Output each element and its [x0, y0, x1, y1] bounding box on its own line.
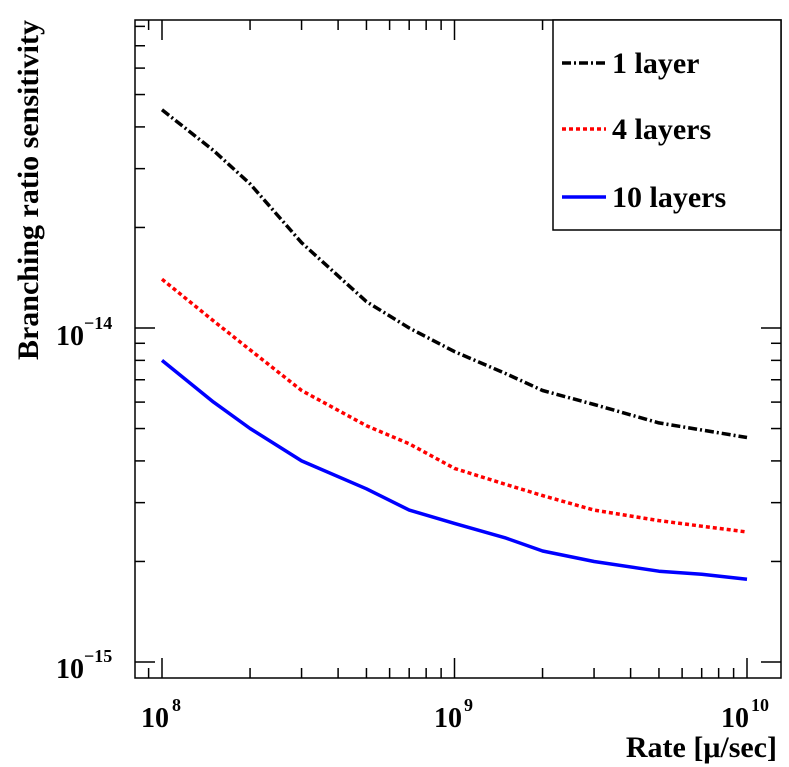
legend-box [552, 19, 782, 231]
x-tick-label-1: 10 9 [434, 695, 473, 734]
y-tick-label-0: 10 −14 [56, 313, 112, 352]
x-tick-base-2: 10 [721, 703, 749, 734]
legend-label-10-layers: 10 layers [612, 181, 726, 214]
series-layer [160, 108, 748, 581]
series-line-10-layers [160, 359, 748, 581]
series-line-4-layers [160, 277, 748, 534]
y-tick-base-0: 10 [56, 321, 84, 352]
x-tick-exp-1: 9 [464, 695, 473, 715]
series-line-1-layer [160, 108, 748, 440]
legend-label-4-layers: 4 layers [612, 113, 711, 146]
x-axis-title: Rate [μ/sec] [626, 731, 777, 764]
x-tick-base-0: 10 [141, 703, 169, 734]
legend: 1 layer 4 layers 10 layers [552, 19, 782, 231]
y-tick-base-1: 10 [56, 654, 84, 685]
legend-label-1-layer: 1 layer [612, 47, 699, 80]
y-tick-label-1: 10 −15 [56, 646, 112, 685]
y-tick-exp-1: −15 [84, 646, 112, 666]
plot-frame [134, 19, 782, 679]
y-tick-exp-0: −14 [84, 313, 112, 333]
x-tick-exp-0: 8 [172, 695, 181, 715]
y-axis-title: Branching ratio sensitivity [12, 20, 45, 360]
x-tick-exp-2: 10 [751, 695, 769, 715]
x-tick-label-0: 10 8 [141, 695, 181, 734]
x-tick-label-2: 10 10 [721, 695, 769, 734]
x-tick-base-1: 10 [434, 703, 462, 734]
